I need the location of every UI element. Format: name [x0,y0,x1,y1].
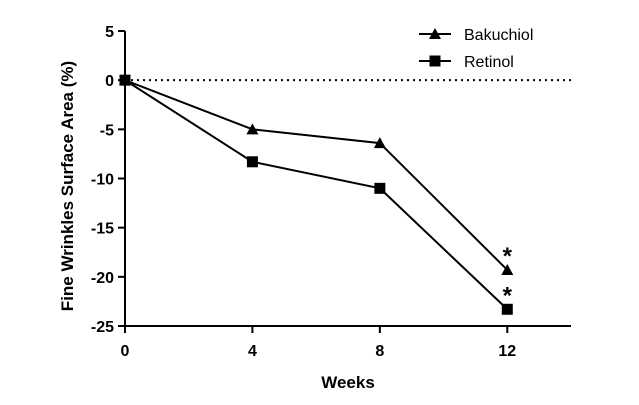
data-point [119,74,131,86]
x-tick-label: 8 [375,343,384,360]
y-tick-label: -20 [91,270,114,287]
series-line [124,79,508,311]
legend-label: Retinol [464,54,514,71]
data-point [246,156,258,168]
y-axis-title: Fine Wrinkles Surface Area (%) [58,61,77,311]
data-point [374,182,386,194]
significance-marker: * [503,243,513,270]
legend-item-bakuchiol: Bakuchiol [419,27,533,44]
x-tick-label: 0 [121,343,130,360]
legend-item-retinol: Retinol [419,54,514,71]
x-tick-label: 4 [248,343,257,360]
legend: Bakuchiol Retinol [419,27,533,71]
legend-marker [429,28,441,39]
significance-marker: * [503,282,513,309]
x-tick-label: 12 [498,343,516,360]
y-tick-label: 0 [105,73,114,90]
x-ticks: 0 4 8 12 [121,326,516,360]
legend-label: Bakuchiol [464,27,533,44]
legend-marker [429,55,441,67]
y-tick-label: -15 [91,221,114,238]
series-line [124,79,508,271]
x-axis-title: Weeks [321,373,375,392]
data-point [501,263,514,275]
y-tick-label: -25 [91,319,114,336]
data-point [501,303,513,315]
series-layer: ** [119,74,514,315]
series-retinol: * [119,74,513,315]
data-point [373,137,386,149]
y-tick-label: 5 [105,24,114,41]
y-ticks: 5 0 -5 -10 -15 -20 -25 [91,24,125,336]
y-tick-label: -5 [100,122,114,139]
y-tick-label: -10 [91,172,114,189]
data-point [246,123,259,135]
